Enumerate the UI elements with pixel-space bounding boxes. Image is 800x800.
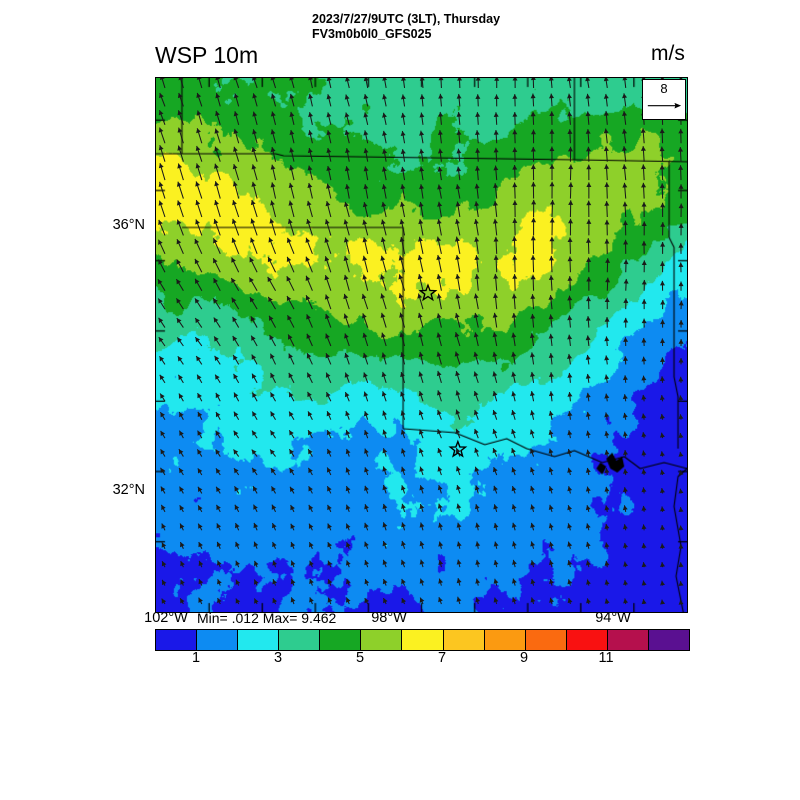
colorbar-segment-5 — [361, 630, 403, 650]
datetime-title: 2023/7/27/9UTC (3LT), Thursday — [312, 12, 501, 26]
colorbar-segment-0 — [156, 630, 198, 650]
wind-speed-contour-field — [156, 78, 687, 612]
colorbar-tick-7: 7 — [437, 650, 447, 666]
colorbar-tick-3: 3 — [273, 650, 283, 666]
colorbar — [155, 629, 690, 651]
colorbar-tick-1: 1 — [191, 650, 201, 666]
colorbar-segment-8 — [484, 630, 526, 650]
colorbar-segment-9 — [525, 630, 567, 650]
colorbar-segment-11 — [607, 630, 649, 650]
colorbar-segment-6 — [402, 630, 444, 650]
lat-label-36n: 36°N — [112, 217, 145, 233]
model-title: FV3m0b0l0_GFS025 — [312, 27, 432, 41]
map-panel[interactable]: 8 — [155, 77, 688, 613]
arrow-right-icon — [647, 102, 682, 109]
colorbar-segment-3 — [279, 630, 321, 650]
colorbar-segment-12 — [648, 630, 690, 650]
colorbar-segment-10 — [566, 630, 608, 650]
lon-label-94w: 94°W — [595, 610, 631, 626]
colorbar-segment-4 — [320, 630, 362, 650]
lon-label-98w: 98°W — [371, 610, 407, 626]
colorbar-tick-labels: 1 3 5 7 9 11 — [155, 650, 688, 672]
colorbar-segment-7 — [443, 630, 485, 650]
colorbar-segment-2 — [238, 630, 280, 650]
colorbar-segment-1 — [197, 630, 239, 650]
title-block: 2023/7/27/9UTC (3LT), Thursday FV3m0b0l0… — [312, 12, 612, 42]
lat-label-32n: 32°N — [112, 482, 145, 498]
reference-vector-key: 8 — [642, 79, 686, 120]
colorbar-tick-11: 11 — [598, 650, 614, 666]
colorbar-tick-9: 9 — [519, 650, 529, 666]
variable-label: WSP 10m — [155, 42, 259, 68]
units-label: m/s — [651, 42, 685, 65]
colorbar-tick-5: 5 — [355, 650, 365, 666]
lon-label-102w: 102°W — [144, 610, 188, 626]
minmax-statistics: Min= .012 Max= 9.462 — [197, 610, 337, 626]
